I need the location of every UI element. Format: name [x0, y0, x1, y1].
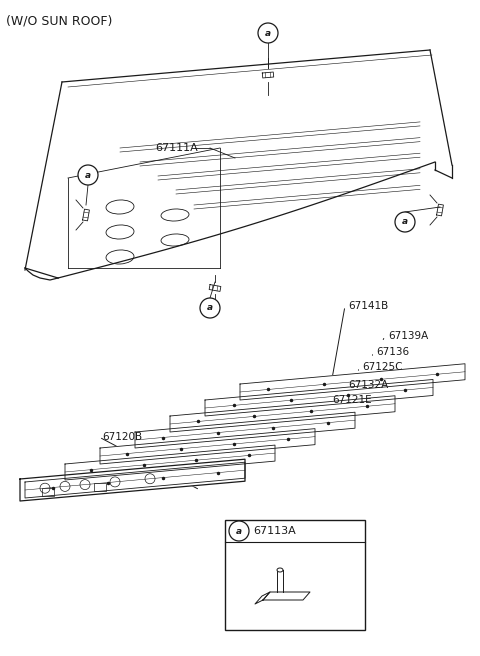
Circle shape — [258, 23, 278, 43]
Polygon shape — [170, 396, 395, 432]
Polygon shape — [25, 462, 245, 498]
Bar — [225, 520, 365, 630]
Circle shape — [78, 165, 98, 185]
Circle shape — [200, 298, 220, 318]
Text: 67139A: 67139A — [388, 331, 428, 341]
Text: (W/O SUN ROOF): (W/O SUN ROOF) — [6, 14, 112, 27]
Ellipse shape — [277, 568, 283, 572]
Text: 67136: 67136 — [376, 347, 409, 357]
Polygon shape — [240, 363, 465, 400]
Circle shape — [229, 521, 249, 541]
Polygon shape — [263, 592, 310, 600]
Polygon shape — [20, 459, 245, 501]
Text: 67120B: 67120B — [102, 432, 142, 442]
Bar — [42, 488, 54, 496]
Text: 67113A: 67113A — [253, 526, 296, 536]
Polygon shape — [65, 445, 275, 480]
Text: a: a — [207, 304, 213, 312]
Text: 67125C: 67125C — [362, 362, 403, 372]
Text: a: a — [402, 218, 408, 226]
Circle shape — [395, 212, 415, 232]
Polygon shape — [255, 592, 270, 604]
Text: 67132A: 67132A — [348, 380, 388, 390]
Text: 67111A: 67111A — [155, 143, 198, 153]
Text: a: a — [236, 527, 242, 535]
Text: 67121E: 67121E — [332, 395, 372, 405]
Text: a: a — [265, 28, 271, 37]
Polygon shape — [135, 412, 355, 448]
Bar — [94, 483, 106, 491]
Polygon shape — [205, 379, 433, 416]
Text: 67141B: 67141B — [348, 301, 388, 311]
Text: a: a — [85, 171, 91, 180]
Polygon shape — [100, 428, 315, 464]
